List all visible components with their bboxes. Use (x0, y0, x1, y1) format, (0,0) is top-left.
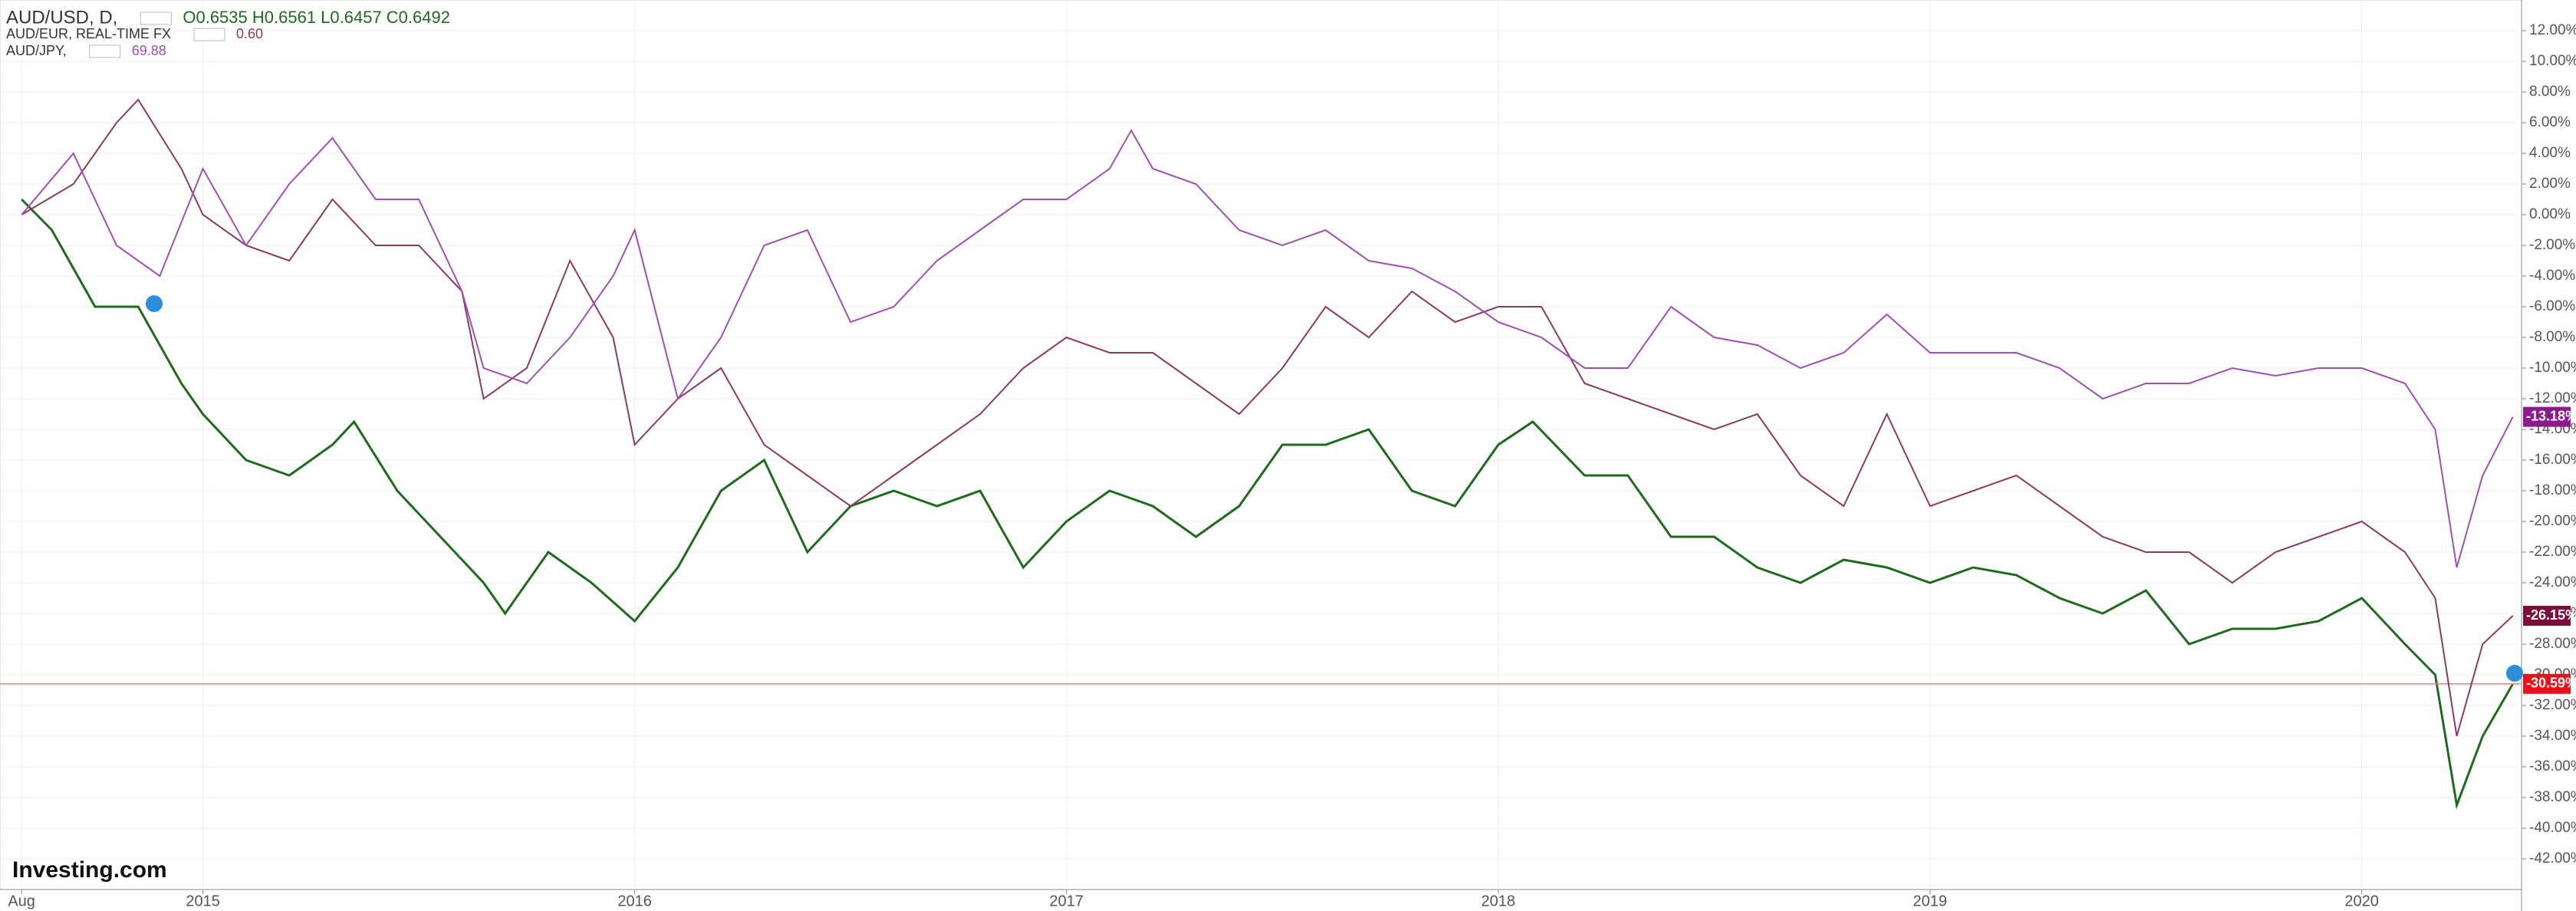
legend-name: AUD/JPY, (6, 43, 67, 58)
y-tick-label: -2.00% (2529, 237, 2575, 253)
legend-controls (193, 28, 225, 41)
y-tick-label: -16.00% (2529, 452, 2576, 468)
legend-controls (89, 44, 121, 58)
x-tick-label: 2018 (1481, 893, 1515, 909)
value-tag-label: -30.59% (2526, 676, 2576, 691)
x-tick-label: 2020 (2344, 893, 2379, 909)
series-line (21, 128, 2514, 568)
legend-value: O0.6535 H0.6561 L0.6457 C0.6492 (183, 8, 450, 27)
x-tick-label: 2015 (186, 893, 220, 909)
grid (0, 0, 2522, 890)
y-tick-label: 2.00% (2529, 176, 2571, 192)
x-tick-label: 2016 (617, 893, 652, 909)
value-tag (2523, 606, 2571, 626)
y-tick-label: -6.00% (2529, 298, 2575, 314)
value-tag-label: -13.18% (2526, 408, 2576, 423)
y-tick-label: -12.00% (2529, 390, 2576, 406)
y-tick-label: -38.00% (2529, 789, 2576, 805)
value-tag (2523, 406, 2571, 427)
y-tick-label: -24.00% (2529, 574, 2576, 590)
series-line (21, 198, 2514, 810)
y-tick-label: 12.00% (2529, 22, 2576, 38)
y-tick-label: -18.00% (2529, 482, 2576, 498)
legend-name: AUD/EUR, REAL-TIME FX (6, 26, 171, 41)
x-tick-label: 2019 (1913, 893, 1947, 909)
legend-controls (140, 12, 172, 25)
y-tick-label: -8.00% (2529, 329, 2575, 345)
y-tick-label: -36.00% (2529, 758, 2576, 775)
value-tag (2523, 673, 2571, 694)
y-tick-label: 10.00% (2529, 53, 2576, 69)
y-tick-label: -22.00% (2529, 544, 2576, 560)
plot-area (0, 0, 2522, 890)
value-tag-label: -26.15% (2526, 607, 2576, 623)
y-tick-label: -34.00% (2529, 728, 2576, 744)
y-tick-label: -10.00% (2529, 360, 2576, 376)
legend-value: 0.60 (236, 26, 263, 41)
y-tick-label: -28.00% (2529, 636, 2576, 652)
series-lines (0, 98, 2522, 810)
y-tick-label: 4.00% (2529, 145, 2571, 161)
logo: Investing.com (12, 857, 167, 883)
legend: AUD/USD, D, O0.6535 H0.6561 L0.6457 C0.64… (6, 7, 450, 58)
y-tick-label: -20.00% (2529, 513, 2576, 529)
axes: 12.00% 10.00% 8.00% 6.00% 4.00% 2.00% 0.00% -2.… (8, 22, 2576, 909)
y-tick-label: -32.00% (2529, 697, 2576, 713)
series-line (21, 98, 2514, 737)
event-marker[interactable] (146, 295, 163, 312)
y-tick-label: 6.00% (2529, 114, 2571, 130)
y-tick-label: -40.00% (2529, 820, 2576, 836)
x-tick-label: 2017 (1049, 893, 1084, 909)
y-tick-label: 0.00% (2529, 206, 2571, 222)
y-tick-label: -42.00% (2529, 850, 2576, 867)
legend-name: AUD/USD, D, (6, 7, 117, 28)
y-tick-label: 8.00% (2529, 84, 2571, 100)
x-tick-label: Aug (8, 893, 35, 909)
y-tick-label: -4.00% (2529, 268, 2575, 284)
event-marker[interactable] (2506, 665, 2523, 682)
legend-value: 69.88 (132, 43, 166, 58)
